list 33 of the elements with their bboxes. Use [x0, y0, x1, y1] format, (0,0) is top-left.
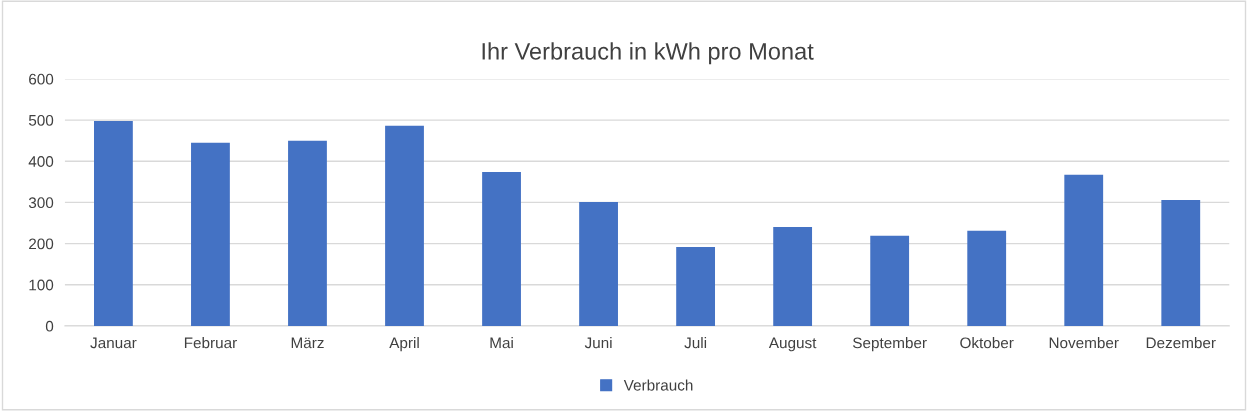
bar	[1064, 174, 1104, 326]
legend-label: Verbrauch	[623, 379, 693, 391]
bar	[385, 125, 424, 326]
bar	[967, 230, 1007, 326]
x-tick-label: Oktober	[960, 337, 1014, 349]
x-tick-label: Januar	[90, 337, 137, 349]
x-tick-label: Juli	[684, 337, 707, 349]
y-tick-label: 300	[28, 197, 54, 209]
x-tick-label: April	[389, 337, 419, 352]
x-tick-label: Juni	[584, 337, 612, 349]
bar	[773, 227, 813, 326]
y-tick-label: 0	[45, 320, 54, 332]
x-tick-label: März	[291, 337, 324, 349]
bar	[191, 142, 230, 326]
bar	[482, 171, 521, 326]
x-tick-label: Februar	[184, 337, 237, 349]
x-tick-label: August	[768, 337, 817, 352]
x-tick-label: September	[853, 337, 927, 352]
bar	[1161, 199, 1201, 326]
x-tick-label: November	[1049, 337, 1119, 349]
chart-title: Ihr Verbrauch in kWh pro Monat	[482, 42, 814, 65]
x-tick-label: Dezember	[1146, 337, 1216, 349]
bar	[870, 235, 910, 326]
y-tick-label: 400	[28, 156, 54, 167]
bar	[676, 246, 716, 326]
y-tick-label: 100	[29, 279, 54, 291]
y-tick-label: 500	[28, 114, 54, 126]
bar	[288, 140, 327, 326]
bar	[579, 202, 618, 326]
y-tick-label: 200	[29, 238, 54, 250]
y-tick-label: 600	[29, 73, 54, 85]
bar	[94, 120, 133, 326]
x-tick-label: Mai	[490, 337, 513, 349]
